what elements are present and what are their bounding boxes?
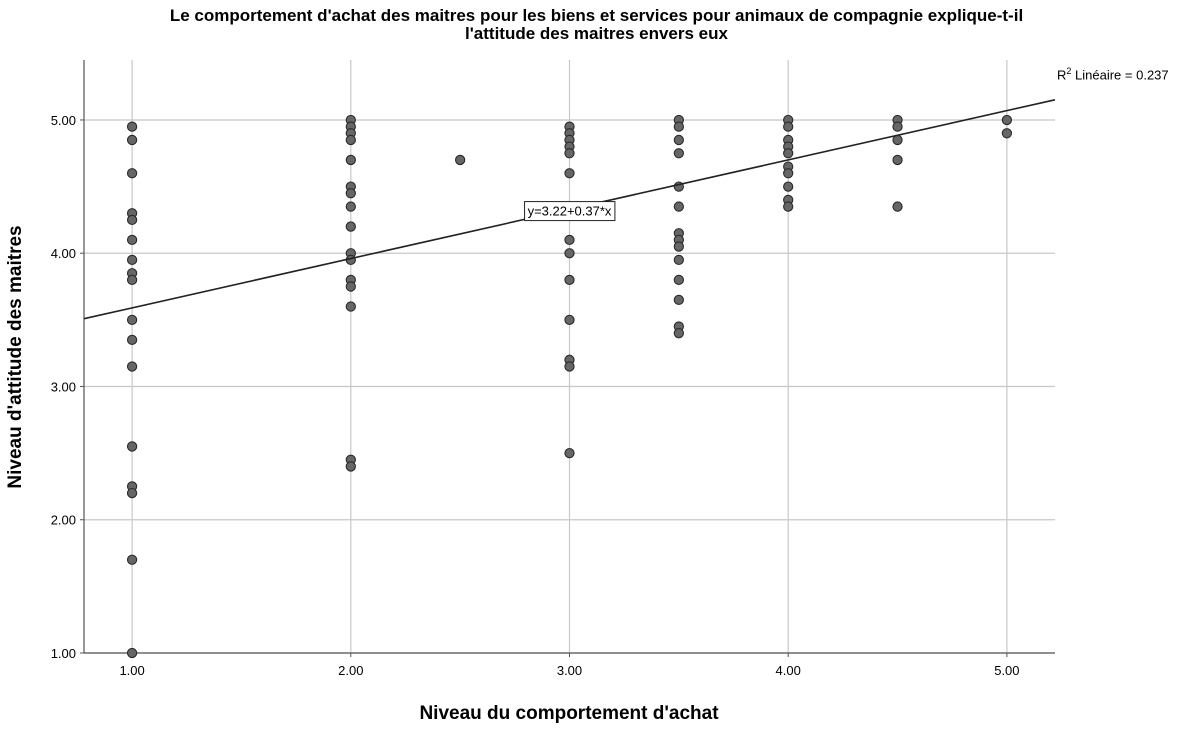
data-points xyxy=(126,114,1013,659)
data-point xyxy=(673,134,684,146)
data-point xyxy=(673,148,684,159)
chart-title-line-1: Le comportement d'achat des maitres pour… xyxy=(169,6,1024,25)
r2-superscript: 2 xyxy=(1066,66,1072,76)
data-point xyxy=(345,188,356,199)
x-tick-label: 5.00 xyxy=(994,663,1019,678)
data-point xyxy=(345,154,356,166)
data-point xyxy=(126,334,138,345)
data-point xyxy=(564,314,575,326)
fit-line-group: y=3.22+0.37*x xyxy=(83,99,1056,320)
data-point xyxy=(673,241,684,252)
r2-prefix: R xyxy=(1057,67,1067,83)
data-point xyxy=(1001,128,1013,139)
x-tick-label: 3.00 xyxy=(557,663,582,678)
tick-labels: 1.00 2.00 3.00 4.00 5.00 1.00 2.00 3.00 4.00 5.00 xyxy=(51,113,1020,678)
data-point xyxy=(345,281,356,292)
data-point xyxy=(126,121,138,132)
y-tick-label: 2.00 xyxy=(51,513,76,528)
data-point xyxy=(345,221,356,232)
data-point xyxy=(564,274,575,286)
data-point xyxy=(126,134,138,146)
data-point xyxy=(564,361,575,372)
fit-equation-box xyxy=(524,201,616,222)
y-tick-label: 1.00 xyxy=(51,646,76,661)
r2-value: Linéaire = 0.237 xyxy=(1075,67,1169,83)
data-point xyxy=(126,254,138,266)
data-point xyxy=(673,294,684,306)
data-point xyxy=(126,314,138,326)
data-point xyxy=(564,168,575,179)
data-point xyxy=(455,154,466,166)
data-point xyxy=(783,121,794,132)
data-point xyxy=(892,121,903,132)
x-tick-label: 4.00 xyxy=(776,663,801,678)
data-point xyxy=(673,274,684,286)
data-point xyxy=(673,328,684,339)
data-point xyxy=(345,301,356,312)
data-point xyxy=(783,201,794,212)
data-point xyxy=(783,181,794,192)
data-point xyxy=(345,134,356,146)
x-tick-label: 2.00 xyxy=(338,663,363,678)
data-point xyxy=(126,554,138,565)
data-point xyxy=(783,168,794,179)
y-tick-label: 5.00 xyxy=(51,113,76,128)
data-point xyxy=(673,254,684,266)
y-tick-label: 4.00 xyxy=(51,246,76,261)
x-tick-label: 1.00 xyxy=(119,663,144,678)
data-point xyxy=(673,121,684,132)
data-point xyxy=(1001,114,1013,126)
data-point xyxy=(126,214,138,226)
data-point xyxy=(126,234,138,246)
data-point xyxy=(126,647,138,659)
x-axis-label: Niveau du comportement d'achat xyxy=(419,703,719,724)
chart-title-line-2: l'attitude des maitres envers eux xyxy=(465,24,728,43)
data-point xyxy=(126,274,138,286)
data-point xyxy=(345,461,356,472)
data-point xyxy=(673,201,684,212)
y-axis-label: Niveau d'attitude des maitres xyxy=(5,225,26,489)
y-tick-label: 3.00 xyxy=(51,379,76,394)
data-point xyxy=(564,447,575,459)
data-point xyxy=(892,201,903,212)
data-point xyxy=(564,148,575,159)
fit-equation-text: y=3.22+0.37*x xyxy=(528,204,612,219)
r2-annotation: R2 Linéaire = 0.237 xyxy=(1057,66,1169,82)
data-point xyxy=(126,441,138,452)
data-point xyxy=(126,168,138,179)
data-point xyxy=(564,234,575,246)
data-point xyxy=(126,361,138,372)
data-point xyxy=(345,201,356,212)
data-point xyxy=(892,154,903,166)
data-point xyxy=(564,248,575,259)
fit-equation-label: y=3.22+0.37*x xyxy=(524,201,616,222)
data-point xyxy=(126,487,138,499)
data-point xyxy=(783,148,794,159)
